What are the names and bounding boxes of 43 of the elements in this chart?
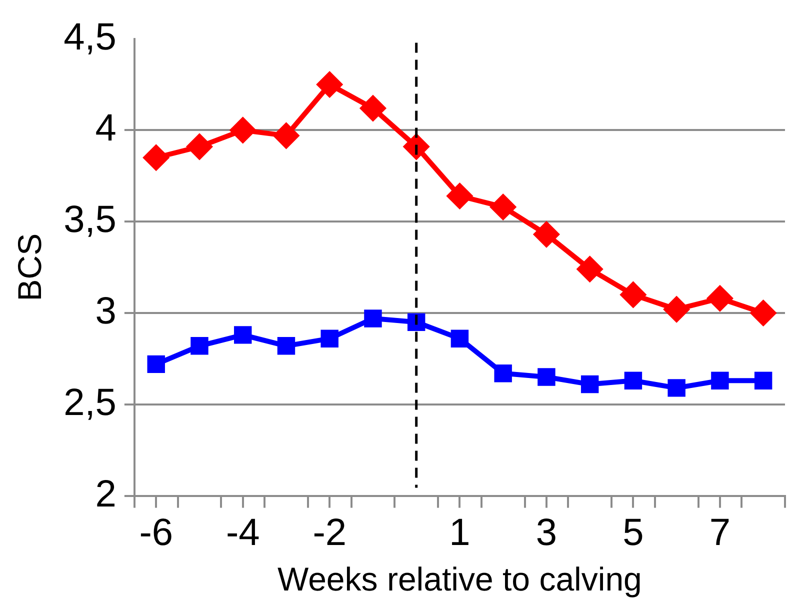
point: [317, 72, 342, 97]
point: [577, 256, 602, 282]
point: [750, 300, 776, 326]
point: [580, 375, 599, 394]
x-tick-label: -4: [226, 512, 260, 554]
y-tick-label: 2,5: [64, 382, 116, 424]
point: [364, 310, 382, 328]
point: [494, 364, 512, 382]
point: [754, 372, 772, 390]
point: [534, 222, 559, 247]
y-tick-label: 3,5: [64, 199, 116, 242]
point: [664, 296, 690, 322]
x-tick-label: 3: [536, 512, 558, 554]
x-tick-label: -2: [312, 512, 346, 554]
point: [707, 286, 732, 311]
y-axis-title: BCS: [10, 233, 48, 302]
x-axis-title: Weeks relative to calving: [278, 560, 642, 598]
y-tick-label: 4: [95, 108, 116, 150]
y-tick-label: 4,5: [64, 16, 116, 58]
point: [147, 355, 165, 374]
x-tick-label: 5: [622, 512, 644, 554]
point: [274, 123, 299, 148]
point: [230, 118, 256, 143]
point: [234, 326, 252, 344]
point: [447, 184, 472, 209]
point: [186, 134, 212, 160]
point: [144, 145, 169, 170]
point: [450, 330, 469, 348]
y-tick-label: 3: [95, 290, 116, 332]
x-tick-label: 1: [449, 512, 470, 554]
point: [277, 337, 296, 355]
point: [538, 368, 556, 386]
point: [624, 372, 642, 390]
point: [668, 379, 686, 397]
point: [360, 96, 386, 121]
point: [620, 282, 646, 308]
y-tick-label: 2: [95, 473, 116, 516]
x-tick-label: 7: [709, 512, 731, 554]
point: [711, 372, 729, 390]
point: [490, 194, 516, 220]
point: [320, 330, 338, 348]
point: [190, 337, 208, 355]
x-tick-label: -6: [139, 512, 174, 554]
